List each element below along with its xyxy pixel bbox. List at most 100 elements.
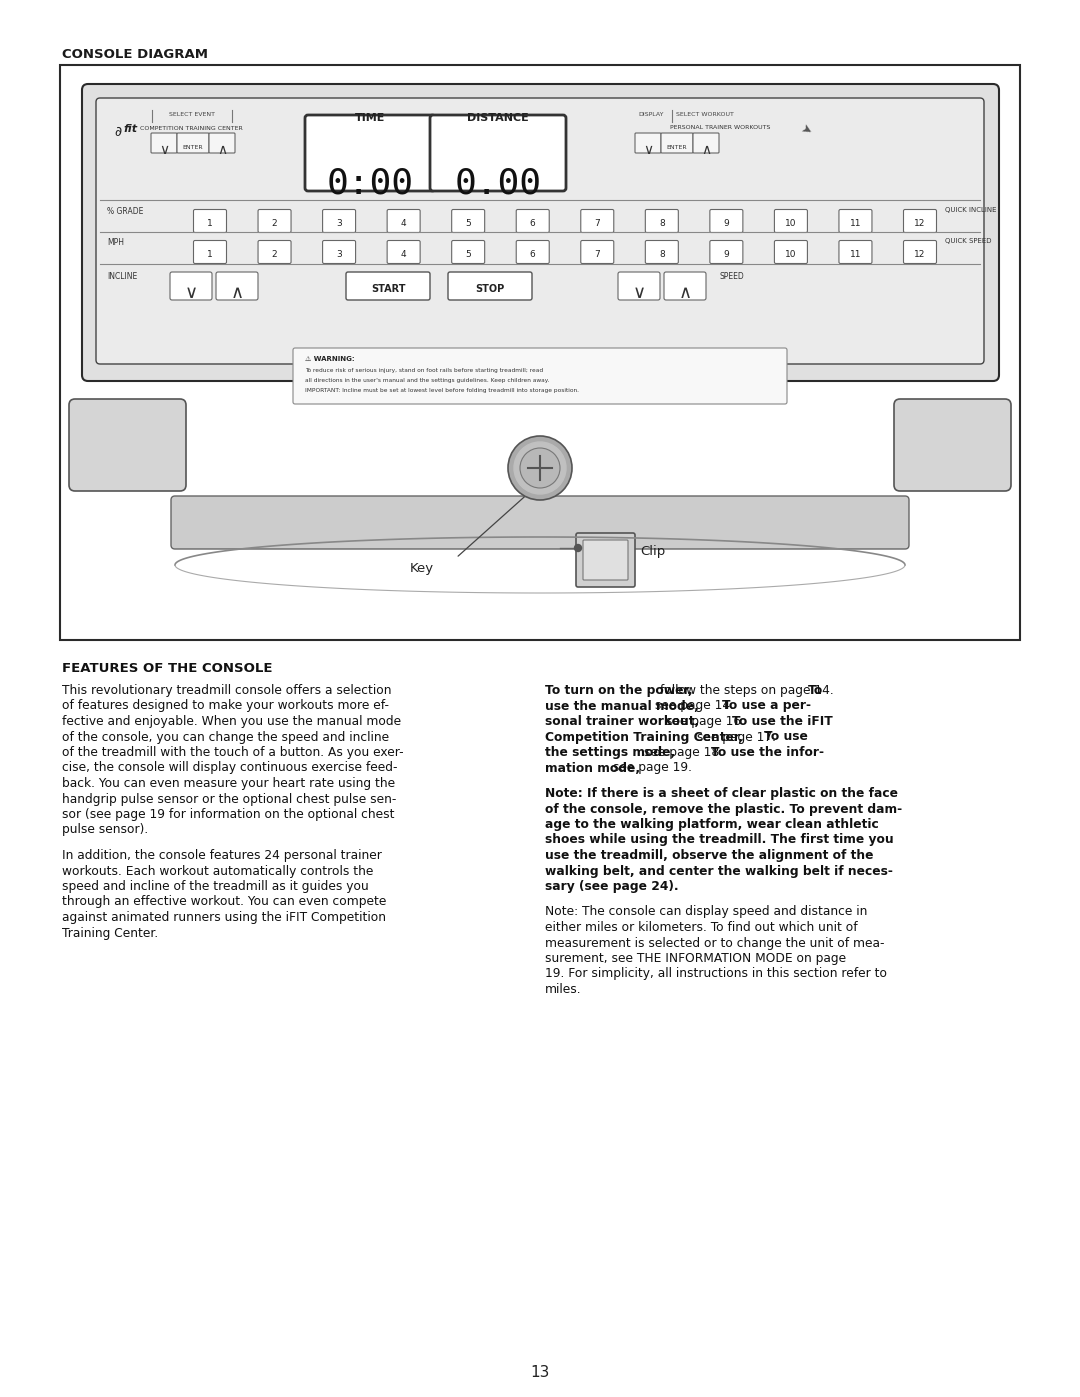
- Circle shape: [519, 448, 561, 488]
- Text: of the console, you can change the speed and incline: of the console, you can change the speed…: [62, 731, 389, 743]
- FancyBboxPatch shape: [323, 240, 355, 264]
- Text: 19. For simplicity, all instructions in this section refer to: 19. For simplicity, all instructions in …: [545, 968, 887, 981]
- Text: sor (see page 19 for information on the optional chest: sor (see page 19 for information on the …: [62, 807, 394, 821]
- FancyBboxPatch shape: [664, 272, 706, 300]
- Text: ⚠ WARNING:: ⚠ WARNING:: [305, 356, 354, 362]
- FancyBboxPatch shape: [82, 84, 999, 381]
- Text: To: To: [808, 685, 823, 697]
- FancyBboxPatch shape: [177, 133, 210, 154]
- Text: START: START: [370, 284, 405, 293]
- FancyBboxPatch shape: [430, 115, 566, 191]
- Text: ∧: ∧: [701, 142, 711, 156]
- Text: see page 17.: see page 17.: [693, 731, 780, 743]
- Text: ∨: ∨: [159, 142, 170, 156]
- Text: fective and enjoyable. When you use the manual mode: fective and enjoyable. When you use the …: [62, 715, 401, 728]
- Text: 1: 1: [207, 250, 213, 258]
- Text: 4: 4: [401, 219, 406, 228]
- FancyBboxPatch shape: [646, 240, 678, 264]
- FancyBboxPatch shape: [839, 210, 872, 232]
- FancyBboxPatch shape: [894, 400, 1011, 490]
- Text: see page 18.: see page 18.: [640, 746, 728, 759]
- Text: 8: 8: [659, 250, 664, 258]
- FancyBboxPatch shape: [387, 210, 420, 232]
- Text: 3: 3: [336, 250, 342, 258]
- Text: miles.: miles.: [545, 983, 582, 996]
- Text: pulse sensor).: pulse sensor).: [62, 823, 148, 837]
- Text: ∧: ∧: [678, 284, 691, 302]
- Text: walking belt, and center the walking belt if neces-: walking belt, and center the walking bel…: [545, 865, 893, 877]
- Circle shape: [575, 545, 581, 552]
- Text: 0:00: 0:00: [326, 166, 414, 200]
- Text: SPEED: SPEED: [720, 272, 745, 281]
- FancyBboxPatch shape: [448, 272, 532, 300]
- Text: ENTER: ENTER: [666, 145, 687, 149]
- Text: 2: 2: [272, 250, 278, 258]
- FancyBboxPatch shape: [710, 240, 743, 264]
- Text: 11: 11: [850, 250, 861, 258]
- Text: 5: 5: [465, 219, 471, 228]
- Text: 6: 6: [530, 219, 536, 228]
- Text: ∨: ∨: [633, 284, 646, 302]
- Text: 10: 10: [785, 219, 797, 228]
- Text: 9: 9: [724, 250, 729, 258]
- Text: STOP: STOP: [475, 284, 504, 293]
- Text: of the console, remove the plastic. To prevent dam-: of the console, remove the plastic. To p…: [545, 802, 902, 816]
- Text: SELECT WORKOUT: SELECT WORKOUT: [676, 112, 734, 117]
- Text: measurement is selected or to change the unit of mea-: measurement is selected or to change the…: [545, 936, 885, 950]
- Text: CONSOLE DIAGRAM: CONSOLE DIAGRAM: [62, 47, 208, 61]
- FancyBboxPatch shape: [646, 210, 678, 232]
- Text: Competition Training Center,: Competition Training Center,: [545, 731, 743, 743]
- Text: To use: To use: [765, 731, 808, 743]
- Text: ∨: ∨: [185, 284, 198, 302]
- FancyBboxPatch shape: [387, 240, 420, 264]
- Text: against animated runners using the iFIT Competition: against animated runners using the iFIT …: [62, 911, 386, 923]
- Text: 11: 11: [850, 219, 861, 228]
- Text: To reduce risk of serious injury, stand on foot rails before starting treadmill;: To reduce risk of serious injury, stand …: [305, 367, 543, 373]
- Circle shape: [514, 441, 566, 495]
- FancyBboxPatch shape: [451, 240, 485, 264]
- Text: cise, the console will display continuous exercise feed-: cise, the console will display continuou…: [62, 761, 397, 774]
- Text: 4: 4: [401, 250, 406, 258]
- Text: 12: 12: [915, 219, 926, 228]
- FancyBboxPatch shape: [618, 272, 660, 300]
- Text: 2: 2: [272, 219, 278, 228]
- FancyBboxPatch shape: [904, 210, 936, 232]
- Text: DISTANCE: DISTANCE: [468, 113, 529, 123]
- FancyBboxPatch shape: [581, 240, 613, 264]
- FancyBboxPatch shape: [293, 348, 787, 404]
- FancyBboxPatch shape: [451, 210, 485, 232]
- FancyBboxPatch shape: [346, 272, 430, 300]
- FancyBboxPatch shape: [258, 240, 291, 264]
- Bar: [60, 66, 1020, 640]
- Text: through an effective workout. You can even compete: through an effective workout. You can ev…: [62, 895, 387, 908]
- Text: ∨: ∨: [643, 142, 653, 156]
- FancyBboxPatch shape: [210, 133, 235, 154]
- Text: use the treadmill, observe the alignment of the: use the treadmill, observe the alignment…: [545, 849, 874, 862]
- Text: This revolutionary treadmill console offers a selection: This revolutionary treadmill console off…: [62, 685, 391, 697]
- Text: 5: 5: [465, 250, 471, 258]
- FancyBboxPatch shape: [151, 133, 177, 154]
- Text: 1: 1: [207, 219, 213, 228]
- Text: PERSONAL TRAINER WORKOUTS: PERSONAL TRAINER WORKOUTS: [670, 124, 770, 130]
- FancyBboxPatch shape: [581, 210, 613, 232]
- FancyBboxPatch shape: [693, 133, 719, 154]
- Circle shape: [508, 436, 572, 500]
- FancyBboxPatch shape: [839, 240, 872, 264]
- FancyBboxPatch shape: [305, 115, 435, 191]
- Text: of features designed to make your workouts more ef-: of features designed to make your workou…: [62, 700, 389, 712]
- Text: To use the infor-: To use the infor-: [711, 746, 824, 759]
- Text: sary (see page 24).: sary (see page 24).: [545, 880, 678, 893]
- Text: INCLINE: INCLINE: [107, 272, 137, 281]
- FancyBboxPatch shape: [710, 210, 743, 232]
- Text: ➤: ➤: [798, 122, 813, 138]
- FancyBboxPatch shape: [576, 534, 635, 587]
- Text: use the manual mode,: use the manual mode,: [545, 700, 699, 712]
- Text: ∧: ∧: [230, 284, 244, 302]
- Text: see page 14.: see page 14.: [651, 700, 738, 712]
- FancyBboxPatch shape: [193, 210, 227, 232]
- Text: mation mode,: mation mode,: [545, 761, 640, 774]
- Text: 8: 8: [659, 219, 664, 228]
- Text: shoes while using the treadmill. The first time you: shoes while using the treadmill. The fir…: [545, 834, 893, 847]
- FancyBboxPatch shape: [193, 240, 227, 264]
- Text: of the treadmill with the touch of a button. As you exer-: of the treadmill with the touch of a but…: [62, 746, 404, 759]
